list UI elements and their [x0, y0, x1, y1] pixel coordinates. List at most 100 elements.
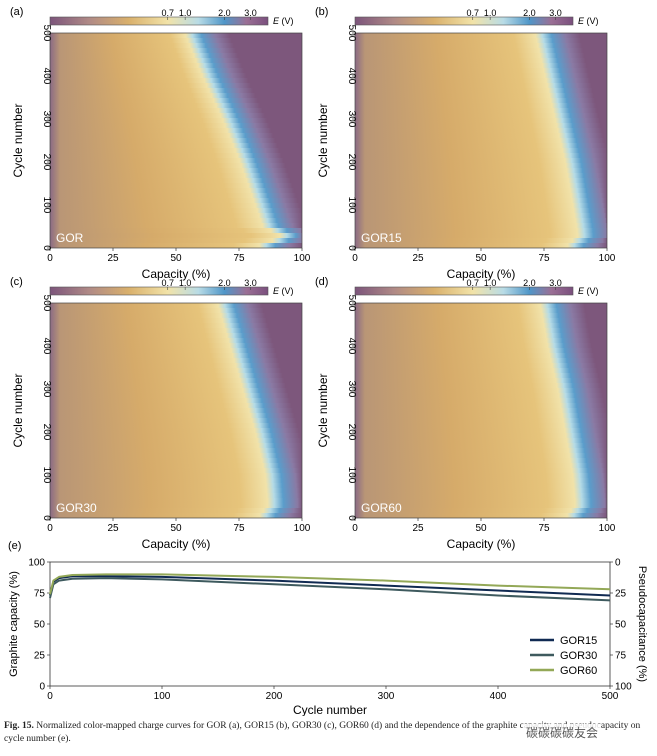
colorbar-gradient: [354, 16, 574, 26]
heatmap-row: [355, 203, 607, 209]
heatmap-row: [50, 103, 302, 109]
heatmap-row: [50, 178, 302, 184]
x-tick-label: 25: [107, 523, 119, 534]
x-tick-label: 75: [538, 253, 550, 264]
heatmap-row: [50, 313, 302, 319]
heatmap-row: [355, 508, 607, 514]
heatmap-row: [355, 143, 607, 149]
heatmap-row: [355, 438, 607, 444]
heatmap-row: [50, 363, 302, 369]
heatmap-row: [50, 193, 302, 199]
heatmap-row: [355, 418, 607, 424]
heatmap-row: [50, 108, 302, 114]
colorbar-label: E (V): [578, 286, 599, 296]
heatmap-row: [355, 188, 607, 194]
y-tick-label: 300: [346, 381, 357, 398]
colorbar-label-var: E: [578, 16, 585, 26]
colorbar-gradient: [354, 286, 574, 296]
heatmap-row: [355, 228, 607, 234]
x-tick-label: 200: [266, 691, 283, 702]
heatmap-row: [50, 488, 302, 494]
y-axis-label: Cycle number: [11, 373, 25, 447]
heatmap-row: [50, 163, 302, 169]
series-line-gor30: [49, 577, 611, 602]
heatmap-row: [355, 483, 607, 489]
heatmap-row: [355, 68, 607, 74]
x-tick-label: 50: [475, 523, 487, 534]
heatmap-panel-c: (c) 0 25 50 75 100 0 100 200 300 400 500 Capacity (%…: [10, 276, 311, 551]
y-tick-label: 300: [346, 111, 357, 128]
panel-label: (c): [10, 276, 23, 288]
heatmap-row: [355, 198, 607, 204]
heatmap-row: [355, 478, 607, 484]
heatmap-row: [355, 173, 607, 179]
colorbar-tick-label: 1.0: [484, 278, 497, 288]
heatmap-row: [355, 328, 607, 334]
heatmap-row: [355, 58, 607, 64]
heatmap-row: [355, 138, 607, 144]
heatmap-row: [50, 463, 302, 469]
x-tick-label: 400: [490, 691, 507, 702]
heatmap-row: [50, 438, 302, 444]
y-tick-label: 100: [346, 197, 357, 214]
y-tick-label: 500: [41, 25, 52, 42]
heatmap-row: [355, 218, 607, 224]
heatmap-row: [50, 38, 302, 44]
y-tick-label: 0: [346, 245, 357, 251]
x-tick-label: 100: [154, 691, 171, 702]
heatmap-row: [50, 48, 302, 54]
heatmap-row: [50, 33, 302, 39]
heatmap-row: [50, 43, 302, 49]
heatmap-body: [355, 33, 607, 248]
y-tick-label: 200: [346, 424, 357, 441]
colorbar-tick-label: 0.7: [466, 8, 479, 18]
heatmap-row: [50, 73, 302, 79]
heatmap-row: [50, 63, 302, 69]
y-tick-label: 0: [41, 245, 52, 251]
panel-label: (d): [315, 276, 328, 288]
y-tick-label: 400: [346, 338, 357, 355]
y-tick-label: 400: [346, 68, 357, 85]
x-tick-label: 0: [47, 253, 53, 264]
heatmap-row: [355, 208, 607, 214]
heatmap-row: [355, 393, 607, 399]
heatmap-row: [50, 303, 302, 309]
heatmap-row: [355, 413, 607, 419]
heatmap-row: [355, 193, 607, 199]
panel-label: (b): [315, 6, 328, 18]
heatmap-row: [50, 133, 302, 139]
colorbar-a: 0.7 1.0 2.0 3.0 E (V): [49, 8, 294, 26]
heatmap-row: [50, 398, 302, 404]
heatmap-row: [50, 238, 302, 244]
y-tick-label: 50: [34, 620, 46, 631]
heatmap-row: [355, 63, 607, 69]
x-tick-label: 75: [233, 253, 245, 264]
heatmap-row: [50, 308, 302, 314]
y-tick-label: 200: [41, 154, 52, 171]
heatmap-row: [355, 343, 607, 349]
heatmap-row: [50, 413, 302, 419]
heatmap-row: [355, 403, 607, 409]
heatmap-row: [355, 108, 607, 114]
heatmap-row: [355, 443, 607, 449]
heatmap-row: [50, 123, 302, 129]
x-tick-label: 0: [47, 691, 53, 702]
heatmap-row: [50, 93, 302, 99]
heatmap-row: [355, 458, 607, 464]
x-tick-label: 100: [599, 523, 616, 534]
panel-tag: GOR15: [361, 231, 402, 245]
heatmap-row: [50, 143, 302, 149]
colorbar-tick-label: 3.0: [244, 8, 257, 18]
heatmap-row: [50, 403, 302, 409]
heatmap-row: [355, 368, 607, 374]
y-tick-label: 400: [41, 68, 52, 85]
heatmap-row: [355, 33, 607, 39]
y2-axis-label: Pseudocapacitance (%): [636, 566, 648, 682]
heatmap-row: [50, 113, 302, 119]
panel-label: (e): [8, 540, 21, 552]
x-axis-label: Capacity (%): [142, 537, 211, 551]
heatmap-row: [355, 73, 607, 79]
heatmap-row: [50, 353, 302, 359]
y2-tick-label: 50: [615, 620, 627, 631]
